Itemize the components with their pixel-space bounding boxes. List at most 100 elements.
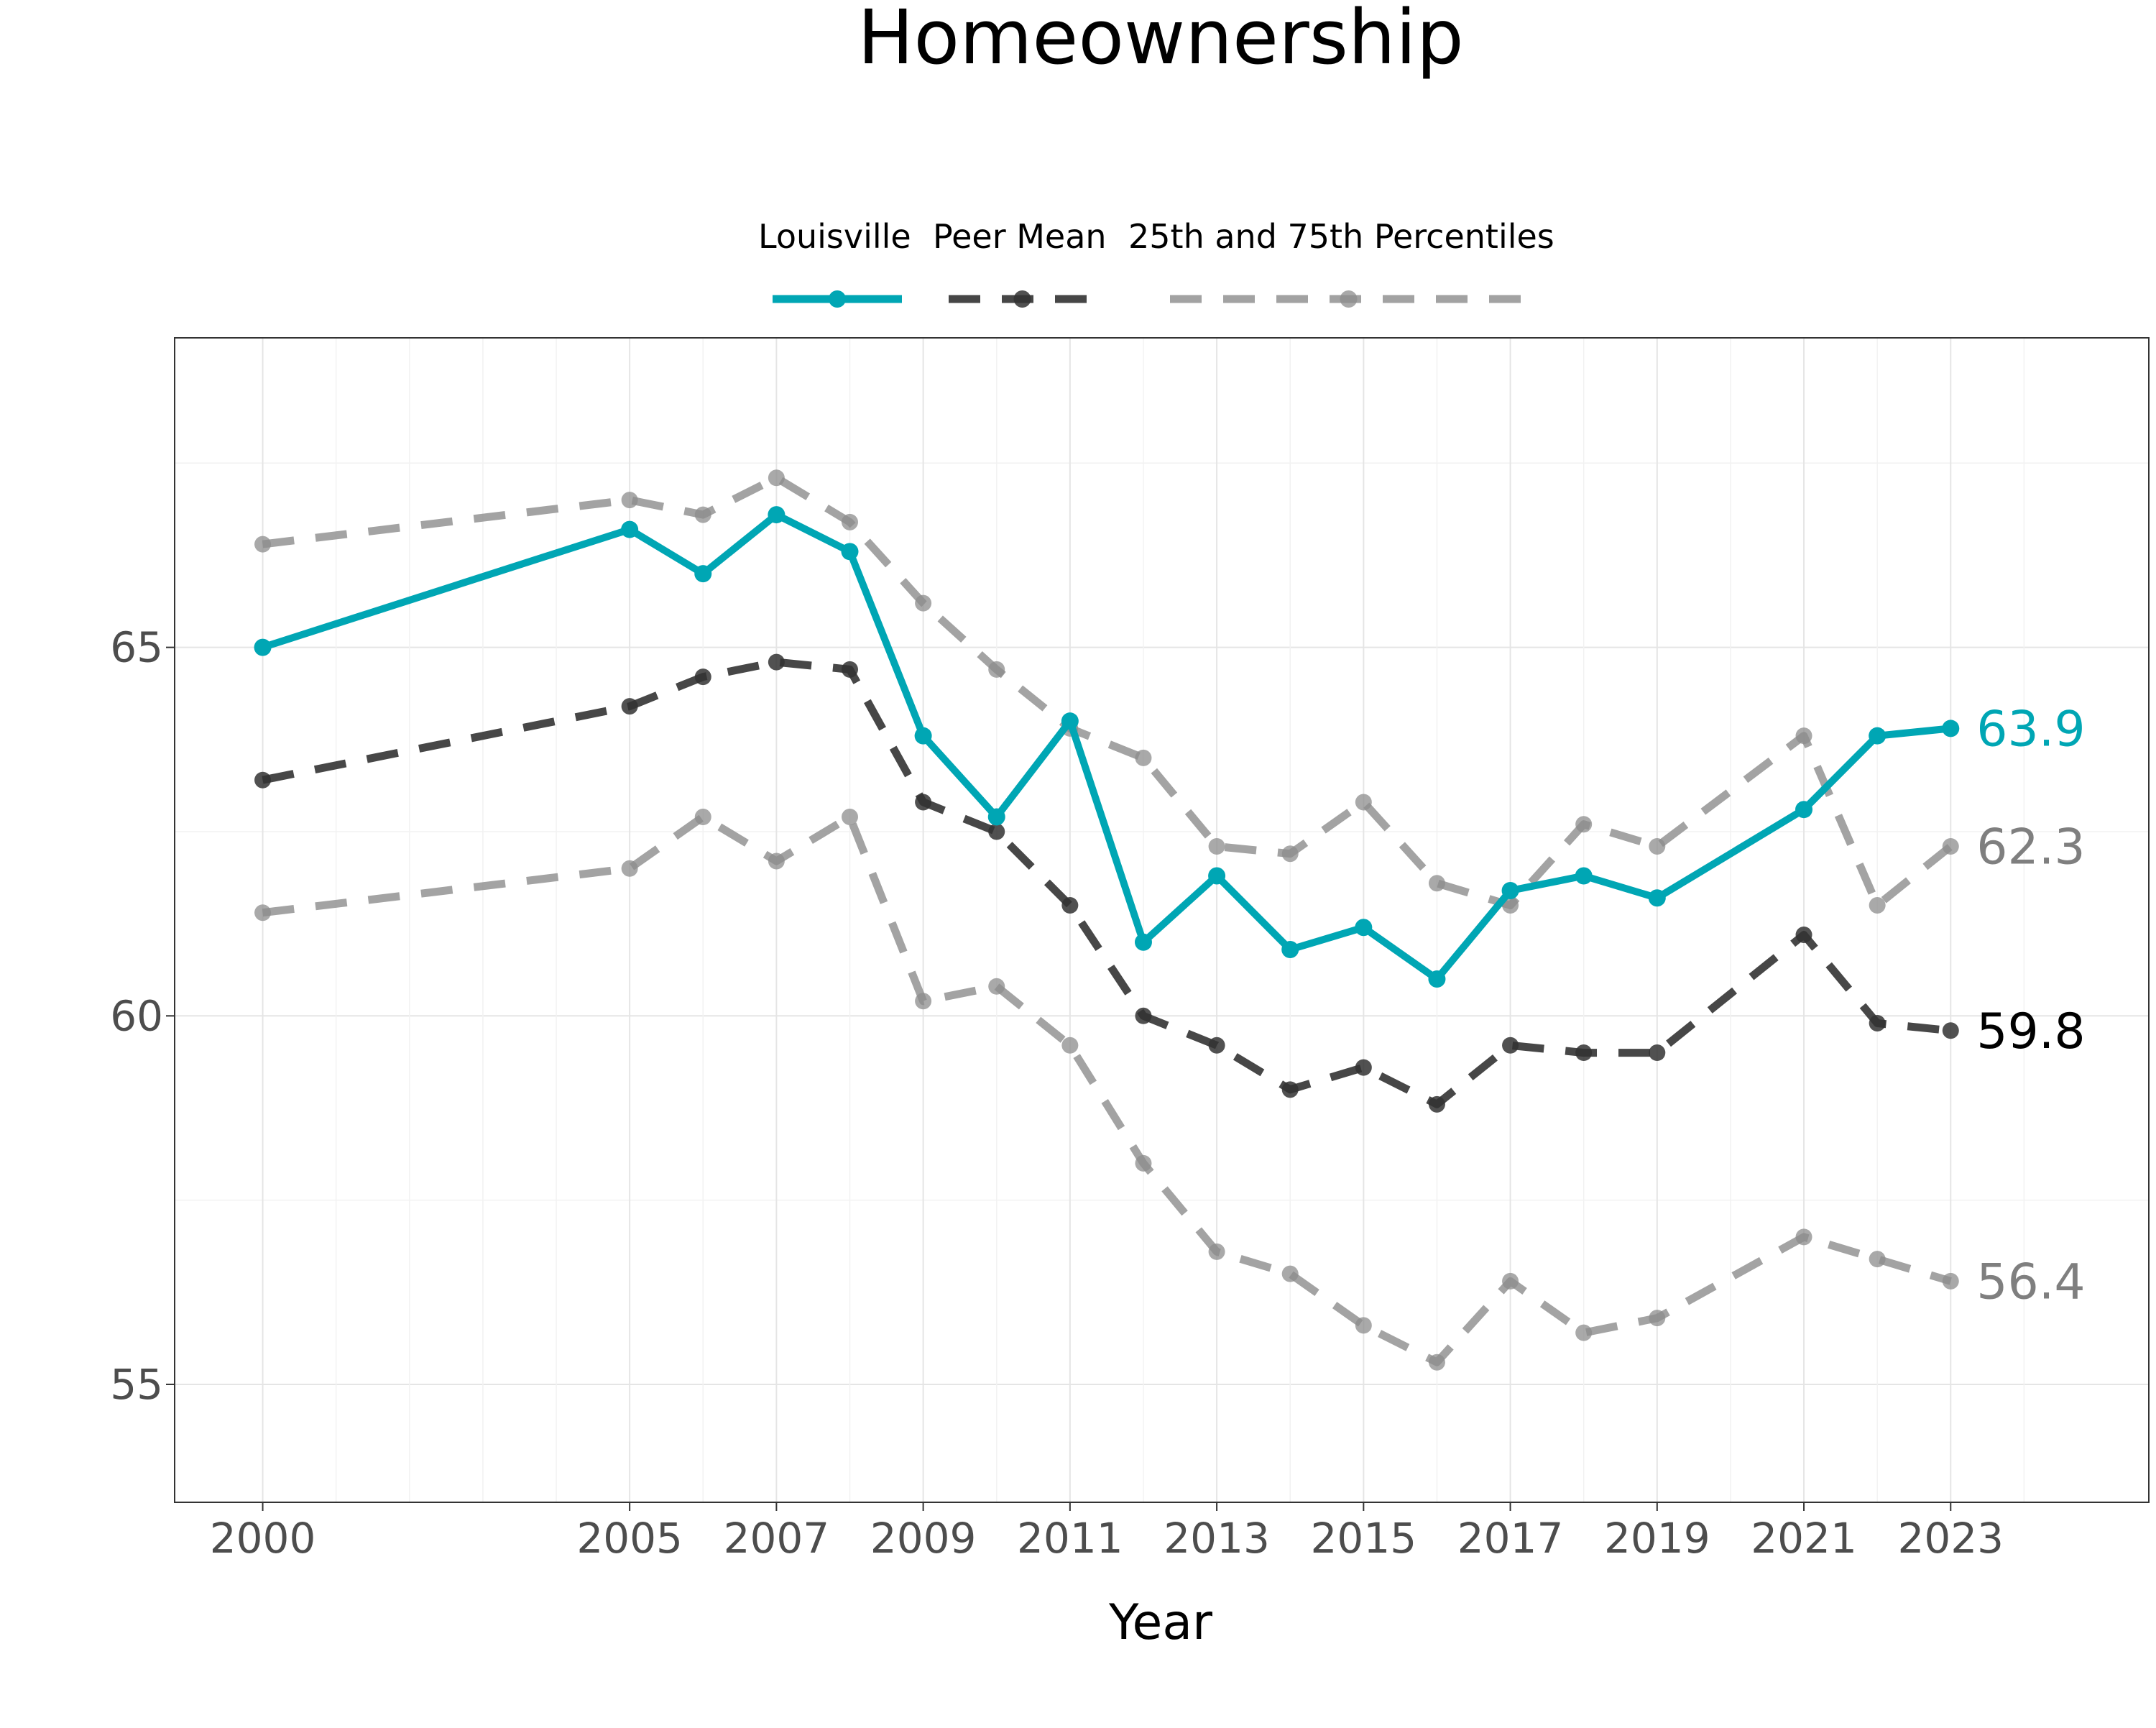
data-point [1869, 727, 1886, 745]
y-tick-label: 65 [110, 623, 163, 672]
data-point [1502, 1037, 1519, 1054]
data-point [768, 653, 785, 671]
data-point [621, 492, 638, 509]
data-point [1575, 816, 1593, 833]
data-point [254, 536, 272, 553]
data-point [768, 852, 785, 870]
data-point [914, 727, 932, 745]
x-tick-label: 2011 [1017, 1514, 1123, 1563]
data-point [841, 808, 858, 825]
data-point [987, 808, 1005, 826]
data-point [621, 698, 638, 715]
x-tick-label: 2009 [870, 1514, 977, 1563]
data-point [1942, 720, 1960, 737]
data-point [1208, 837, 1225, 855]
legend-label: Peer Mean [933, 217, 1107, 256]
data-point [768, 506, 786, 524]
data-point [1135, 1154, 1152, 1172]
data-point [915, 594, 932, 612]
data-point [1942, 1272, 1959, 1290]
data-point [621, 520, 639, 538]
data-point [1061, 712, 1079, 730]
data-point [1428, 1095, 1445, 1113]
data-point [1135, 1007, 1152, 1024]
data-point [1502, 1272, 1519, 1290]
data-point [988, 661, 1005, 678]
data-point [988, 823, 1005, 840]
x-axis-title: Year [1108, 1594, 1212, 1651]
x-tick-label: 2007 [724, 1514, 830, 1563]
x-tick-label: 2005 [576, 1514, 683, 1563]
x-tick-label: 2017 [1457, 1514, 1564, 1563]
data-point [1942, 837, 1959, 855]
y-tick-label: 60 [110, 991, 163, 1040]
series-1 [254, 653, 1959, 1113]
series-3 [254, 808, 1959, 1371]
data-point [841, 543, 859, 561]
data-point [694, 506, 711, 523]
data-point [1869, 1015, 1886, 1032]
end-label: 56.4 [1976, 1254, 2085, 1310]
data-point [1428, 1354, 1445, 1371]
data-point [254, 904, 272, 922]
data-point [254, 638, 272, 656]
data-point [1355, 919, 1373, 937]
data-point [915, 993, 932, 1010]
data-point [988, 978, 1005, 995]
legend-label: 25th and 75th Percentiles [1128, 217, 1554, 256]
axes: 55 60 65 2000 2005 2007 2009 2011 2013 2015 2017 20… [110, 623, 2004, 1563]
data-point [1281, 845, 1299, 863]
legend-label: Louisville [758, 217, 911, 256]
data-point [1795, 927, 1812, 944]
chart-title: Homeownership [857, 0, 1463, 81]
data-point [1795, 1228, 1812, 1246]
data-point [621, 860, 638, 877]
x-tick-label: 2021 [1751, 1514, 1857, 1563]
data-point [1061, 896, 1079, 914]
data-point [841, 661, 858, 678]
data-point [1355, 1059, 1372, 1076]
x-tick-label: 2015 [1311, 1514, 1417, 1563]
data-point [841, 513, 858, 530]
data-point [1428, 875, 1445, 892]
data-point [1281, 1265, 1299, 1282]
legend-key-point [1013, 290, 1031, 308]
end-label: 63.9 [1976, 701, 2085, 758]
data-point [1649, 1044, 1666, 1062]
data-point [1942, 1022, 1959, 1039]
data-point [915, 794, 932, 811]
data-point [694, 808, 711, 825]
data-point [1795, 727, 1812, 745]
data-point [768, 469, 785, 487]
y-tick-label: 55 [110, 1360, 163, 1409]
legend-key-point [829, 290, 846, 308]
data-point [694, 565, 712, 583]
data-point [1355, 1317, 1372, 1334]
end-label: 59.8 [1976, 1003, 2085, 1060]
plot-background [175, 338, 2149, 1502]
data-point [1648, 889, 1666, 907]
data-point [1428, 970, 1446, 988]
x-tick-label: 2023 [1897, 1514, 2004, 1563]
data-point [1575, 1324, 1593, 1341]
x-tick-label: 2013 [1164, 1514, 1270, 1563]
data-point [1208, 1037, 1225, 1054]
data-point [1795, 801, 1813, 819]
data-point [1575, 1044, 1593, 1062]
legend-key-point [1340, 290, 1358, 308]
x-tick-label: 2019 [1604, 1514, 1710, 1563]
data-point [1649, 837, 1666, 855]
data-point [1575, 867, 1593, 885]
end-label: 62.3 [1976, 819, 2085, 876]
data-point [1355, 794, 1372, 811]
data-point [1501, 881, 1519, 899]
series-0 [254, 506, 1960, 988]
data-point [1135, 749, 1152, 766]
end-labels: 63.9 59.8 62.3 56.4 [1976, 701, 2085, 1310]
data-point [1134, 933, 1152, 951]
data-point [254, 771, 272, 789]
data-point [1869, 1251, 1886, 1268]
series-layer [254, 469, 1960, 1371]
